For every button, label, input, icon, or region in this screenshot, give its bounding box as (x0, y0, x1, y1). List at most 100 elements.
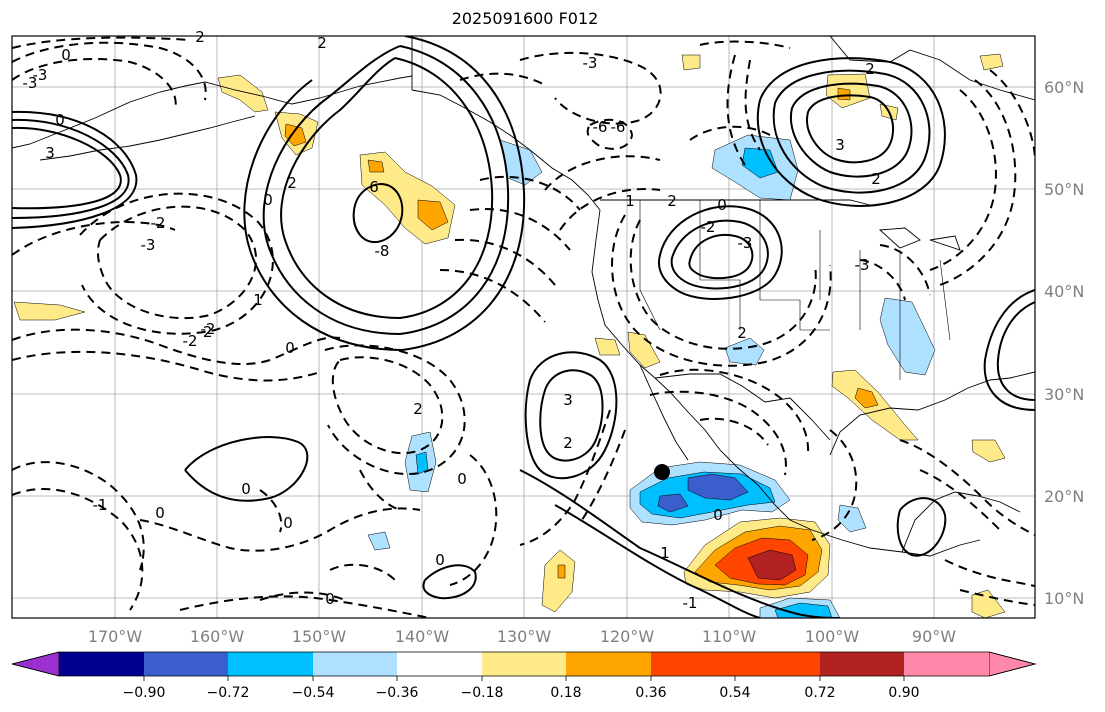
contour-label: -2 (201, 320, 216, 338)
warm-anomaly-area (594, 337, 621, 356)
colorbar-ticks (143, 676, 905, 681)
us-canada-border (600, 199, 871, 206)
warm-anomaly-area (681, 54, 701, 71)
warm-anomaly-area (837, 87, 851, 101)
contour-label: 1 (660, 544, 670, 562)
colorbar-segment (566, 652, 651, 676)
colorbar-label: −0.36 (376, 685, 419, 701)
contour-label: 3 (835, 136, 845, 154)
contour-label: -2 (198, 323, 213, 341)
contour-label: 1 (625, 192, 635, 210)
contour-label: 0 (457, 470, 467, 488)
cold-anomaly-area (724, 337, 765, 366)
contour-label: 0 (713, 506, 723, 524)
lon-tick-label: 90°W (912, 627, 956, 646)
contour-label: -6 (593, 118, 608, 136)
map-area (12, 36, 1035, 618)
warm-anomaly-area (979, 53, 1004, 71)
cold-anomaly-area (367, 531, 391, 551)
contour-label: 0 (435, 551, 445, 569)
contour-label: -2 (151, 214, 166, 232)
colorbar-segment (651, 652, 735, 676)
lon-tick-label: 100°W (805, 627, 860, 646)
warm-anomaly-area (367, 159, 385, 173)
yucatan-coast (901, 491, 1021, 553)
coastlines (12, 36, 1035, 557)
warm-anomaly-area (13, 301, 86, 321)
warm-anomaly-area (284, 123, 307, 147)
lat-tick-label: 60°N (1044, 78, 1084, 97)
aleutian-islands (39, 115, 256, 161)
warm-anomaly-area (217, 74, 269, 113)
alaska-coast (12, 75, 413, 149)
lat-tick-label: 10°N (1044, 589, 1084, 608)
lon-tick-label: 110°W (702, 627, 757, 646)
colorbar-segment (735, 652, 820, 676)
contour-labels: -30-320320-6-26-8-3-22-31-20-22200001-10… (23, 28, 881, 612)
hudson-coast (829, 36, 1035, 101)
lat-tick-labels: 60°N 50°N 40°N 30°N 20°N 10°N (1044, 78, 1084, 608)
contour-label: 0 (241, 480, 251, 498)
lon-tick-label: 160°W (190, 627, 245, 646)
contour-label: 0 (263, 191, 273, 209)
colorbar-label: 0.18 (550, 685, 581, 701)
lat-tick-label: 30°N (1044, 385, 1084, 404)
contour-label: -3 (583, 54, 598, 72)
colorbar-outline (11, 651, 1037, 677)
contour-label: -2 (183, 332, 198, 350)
contour-label: 6 (369, 178, 379, 196)
contour-label: 3 (45, 144, 55, 162)
warm-anomaly-area (747, 549, 797, 581)
contour-label: -2 (701, 218, 716, 236)
colorbar-segment (228, 652, 313, 676)
colorbar-segment (313, 652, 397, 676)
contour-label: 0 (55, 111, 65, 129)
cold-anomaly-area (879, 297, 936, 376)
cold-anomaly-area (657, 493, 689, 513)
contour-label: -3 (33, 66, 48, 84)
contour-label: 2 (287, 174, 297, 192)
contour-label: 2 (413, 400, 423, 418)
contour-label: -6 (611, 118, 626, 136)
cold-anomaly-area (687, 473, 749, 501)
contour-label: 2 (195, 28, 205, 46)
colorbar-extend-low (11, 651, 60, 677)
colorbar-label: −0.90 (123, 685, 166, 701)
contour-label: 2 (865, 60, 875, 78)
warm-anomaly-area (417, 199, 449, 231)
baja-peninsula (639, 364, 689, 461)
mexico-border (654, 373, 831, 441)
contour-label: 3 (563, 391, 573, 409)
contour-label: 0 (283, 514, 293, 532)
lon-tick-label: 150°W (292, 627, 347, 646)
lat-tick-label: 20°N (1044, 487, 1084, 506)
lat-tick-label: 50°N (1044, 180, 1084, 199)
colorbar-segment (397, 652, 482, 676)
lon-tick-label: 170°W (88, 627, 143, 646)
contour-label: 2 (317, 34, 327, 52)
colorbar-label: −0.18 (461, 685, 504, 701)
contour-label: 2 (667, 192, 677, 210)
us-west-coast (591, 209, 981, 557)
great-lakes (878, 227, 961, 251)
contour-label: -1 (683, 594, 698, 612)
colorbar-label: 0.54 (719, 685, 750, 701)
contour-label: -3 (141, 236, 156, 254)
colorbar-segment (59, 652, 144, 676)
gridlines (12, 36, 1035, 618)
lat-tick-label: 40°N (1044, 282, 1084, 301)
contour-label: -3 (23, 74, 38, 92)
lon-tick-label: 120°W (600, 627, 655, 646)
colorbar-label: −0.54 (292, 685, 335, 701)
colorbar-segment (904, 652, 989, 676)
colorbar-label: −0.72 (207, 685, 250, 701)
colorbar-segment (144, 652, 228, 676)
contour-label: 2 (737, 324, 747, 342)
warm-anomaly-area (627, 331, 661, 369)
colorbar-segment (482, 652, 566, 676)
map-title: 2025091600 F012 (451, 9, 599, 28)
colorbar-label: 0.36 (635, 685, 666, 701)
cold-anomaly-area (837, 504, 867, 533)
contour-label: 1 (253, 291, 263, 309)
